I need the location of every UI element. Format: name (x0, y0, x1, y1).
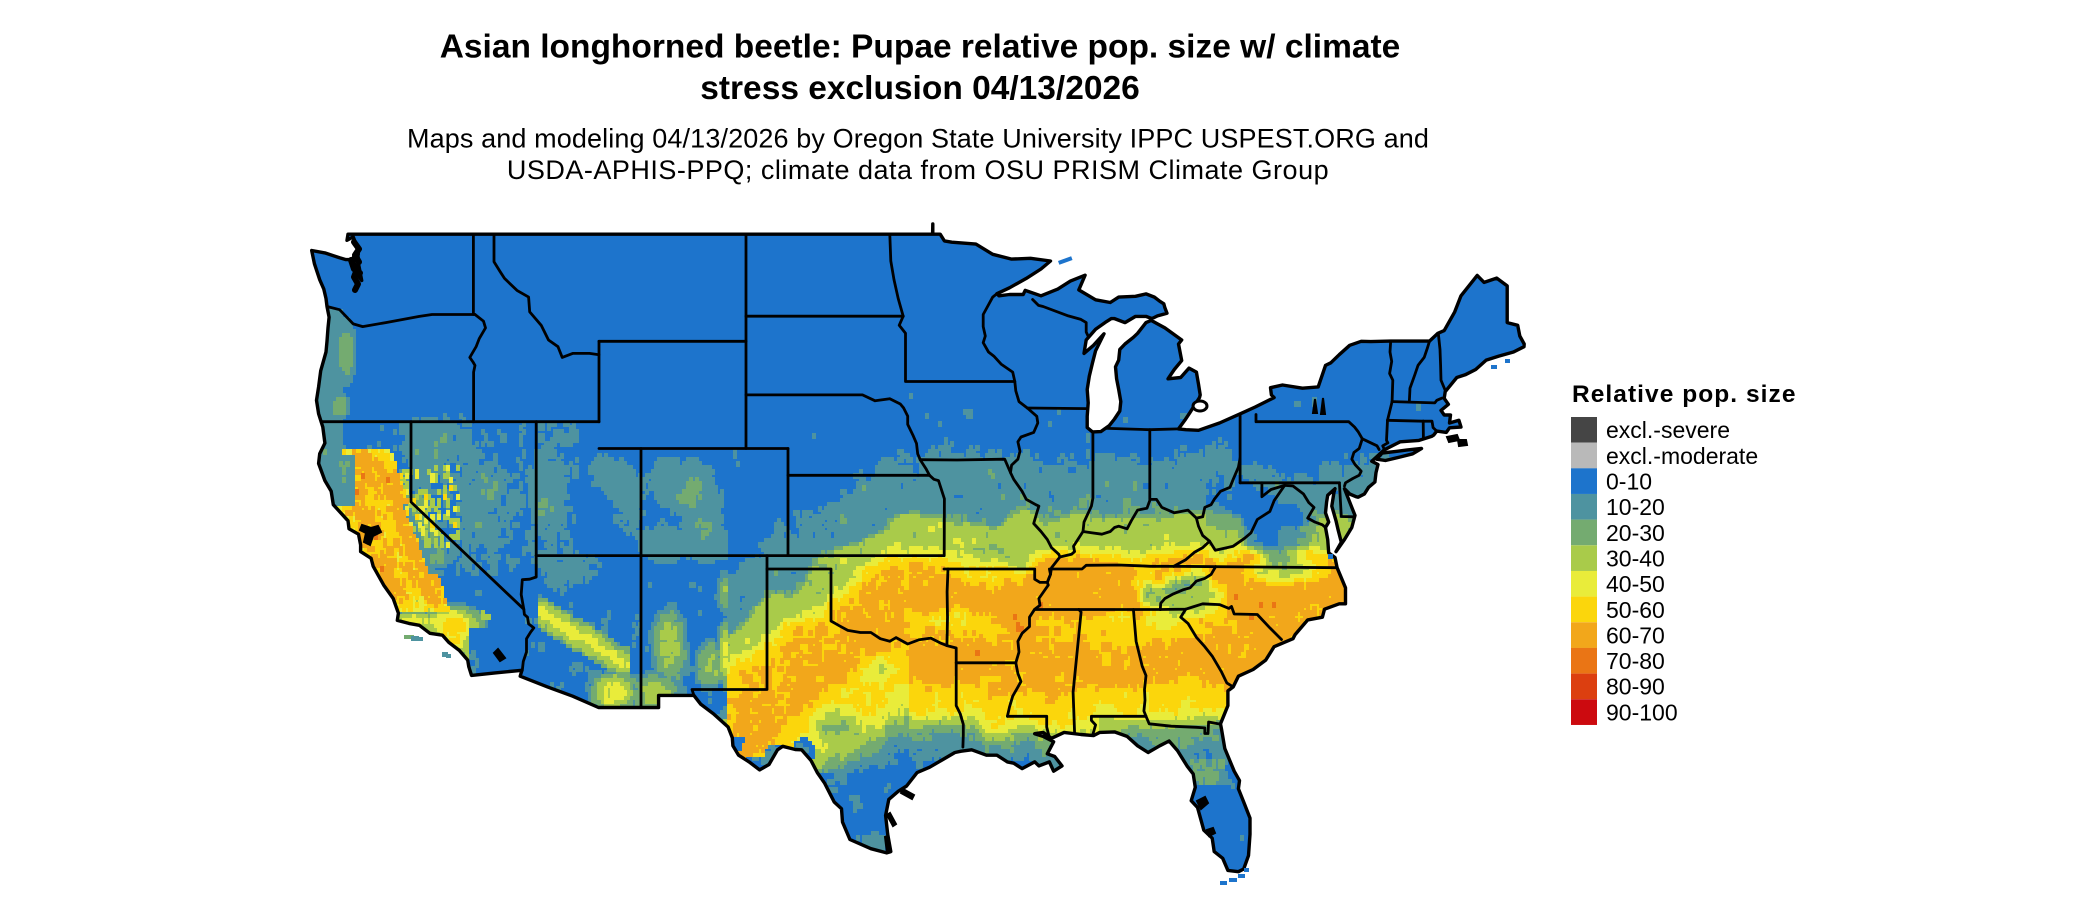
svg-text:30-40: 30-40 (1606, 545, 1665, 571)
svg-text:70-80: 70-80 (1606, 648, 1665, 674)
svg-text:Relative pop. size: Relative pop. size (1572, 381, 1797, 408)
svg-text:Asian longhorned beetle: Pupae: Asian longhorned beetle: Pupae relative … (440, 29, 1401, 66)
svg-text:40-50: 40-50 (1606, 571, 1665, 597)
svg-text:stress exclusion 04/13/2026: stress exclusion 04/13/2026 (700, 70, 1140, 107)
svg-text:excl.-severe: excl.-severe (1606, 417, 1730, 443)
svg-text:USDA-APHIS-PPQ; climate data f: USDA-APHIS-PPQ; climate data from OSU PR… (507, 155, 1329, 185)
svg-text:90-100: 90-100 (1606, 699, 1678, 725)
svg-text:20-30: 20-30 (1606, 520, 1665, 546)
svg-text:Maps and modeling 04/13/2026 b: Maps and modeling 04/13/2026 by Oregon S… (407, 124, 1429, 154)
svg-text:10-20: 10-20 (1606, 494, 1665, 520)
svg-text:excl.-moderate: excl.-moderate (1606, 443, 1758, 469)
svg-text:50-60: 50-60 (1606, 597, 1665, 623)
svg-text:0-10: 0-10 (1606, 468, 1652, 494)
svg-text:60-70: 60-70 (1606, 622, 1665, 648)
svg-text:80-90: 80-90 (1606, 674, 1665, 700)
